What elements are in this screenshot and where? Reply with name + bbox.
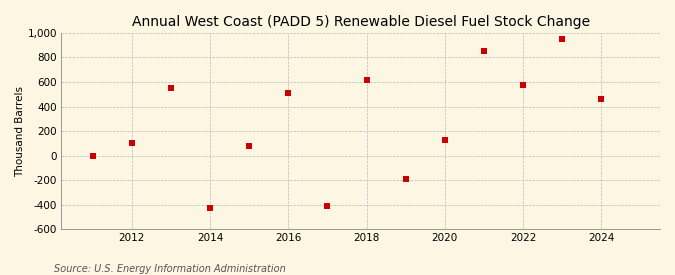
Point [518, 83, 529, 87]
Point [283, 91, 294, 95]
Point [557, 37, 568, 41]
Point [322, 204, 333, 208]
Point [479, 49, 489, 53]
Point [596, 97, 607, 101]
Y-axis label: Thousand Barrels: Thousand Barrels [15, 86, 25, 177]
Point [361, 77, 372, 82]
Point [244, 144, 254, 148]
Text: Source: U.S. Energy Information Administration: Source: U.S. Energy Information Administ… [54, 264, 286, 274]
Point [87, 153, 98, 158]
Point [205, 206, 215, 211]
Point [439, 138, 450, 142]
Point [165, 86, 176, 90]
Title: Annual West Coast (PADD 5) Renewable Diesel Fuel Stock Change: Annual West Coast (PADD 5) Renewable Die… [132, 15, 590, 29]
Point [400, 177, 411, 181]
Point [126, 141, 137, 146]
